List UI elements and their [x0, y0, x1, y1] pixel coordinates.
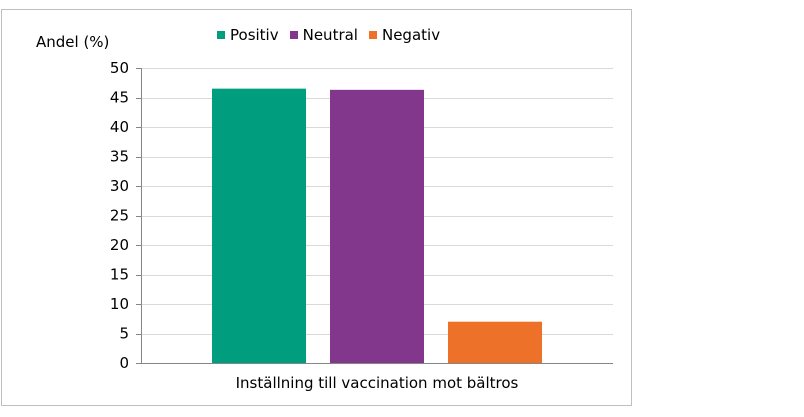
- legend-swatch-negativ: [368, 31, 377, 39]
- legend: Positiv Neutral Negativ: [217, 26, 451, 44]
- y-tick-label: 50: [110, 59, 129, 77]
- bar-negativ: [448, 321, 542, 363]
- bars: [212, 88, 542, 364]
- legend-item-positiv: Positiv: [217, 26, 279, 44]
- legend-label-neutral: Neutral: [302, 26, 358, 44]
- y-tick-label: 10: [110, 295, 129, 313]
- legend-label-positiv: Positiv: [230, 26, 279, 44]
- y-tick-label: 35: [110, 148, 129, 166]
- y-tick-label: 40: [110, 118, 129, 136]
- y-tick-label: 20: [110, 236, 129, 254]
- y-tick-label: 30: [110, 177, 129, 195]
- x-axis-label: Inställning till vaccination mot bältros: [235, 374, 519, 392]
- legend-item-negativ: Negativ: [368, 26, 441, 44]
- y-axis-label: Andel (%): [36, 33, 110, 51]
- legend-item-neutral: Neutral: [289, 26, 358, 44]
- y-tick-labels: 0 5 10 15 20 25 30 35 40 45 50: [110, 59, 129, 372]
- y-tick-label: 5: [119, 325, 129, 343]
- legend-label-negativ: Negativ: [381, 26, 441, 44]
- bar-positiv: [212, 88, 306, 364]
- bar-neutral: [330, 89, 424, 363]
- y-tick-label: 45: [110, 89, 129, 107]
- y-tick-label: 25: [110, 207, 129, 225]
- axes: [136, 68, 613, 364]
- legend-swatch-positiv: [217, 31, 225, 39]
- y-tick-label: 0: [119, 354, 129, 372]
- y-tick-label: 15: [110, 266, 129, 284]
- legend-swatch-neutral: [289, 31, 298, 39]
